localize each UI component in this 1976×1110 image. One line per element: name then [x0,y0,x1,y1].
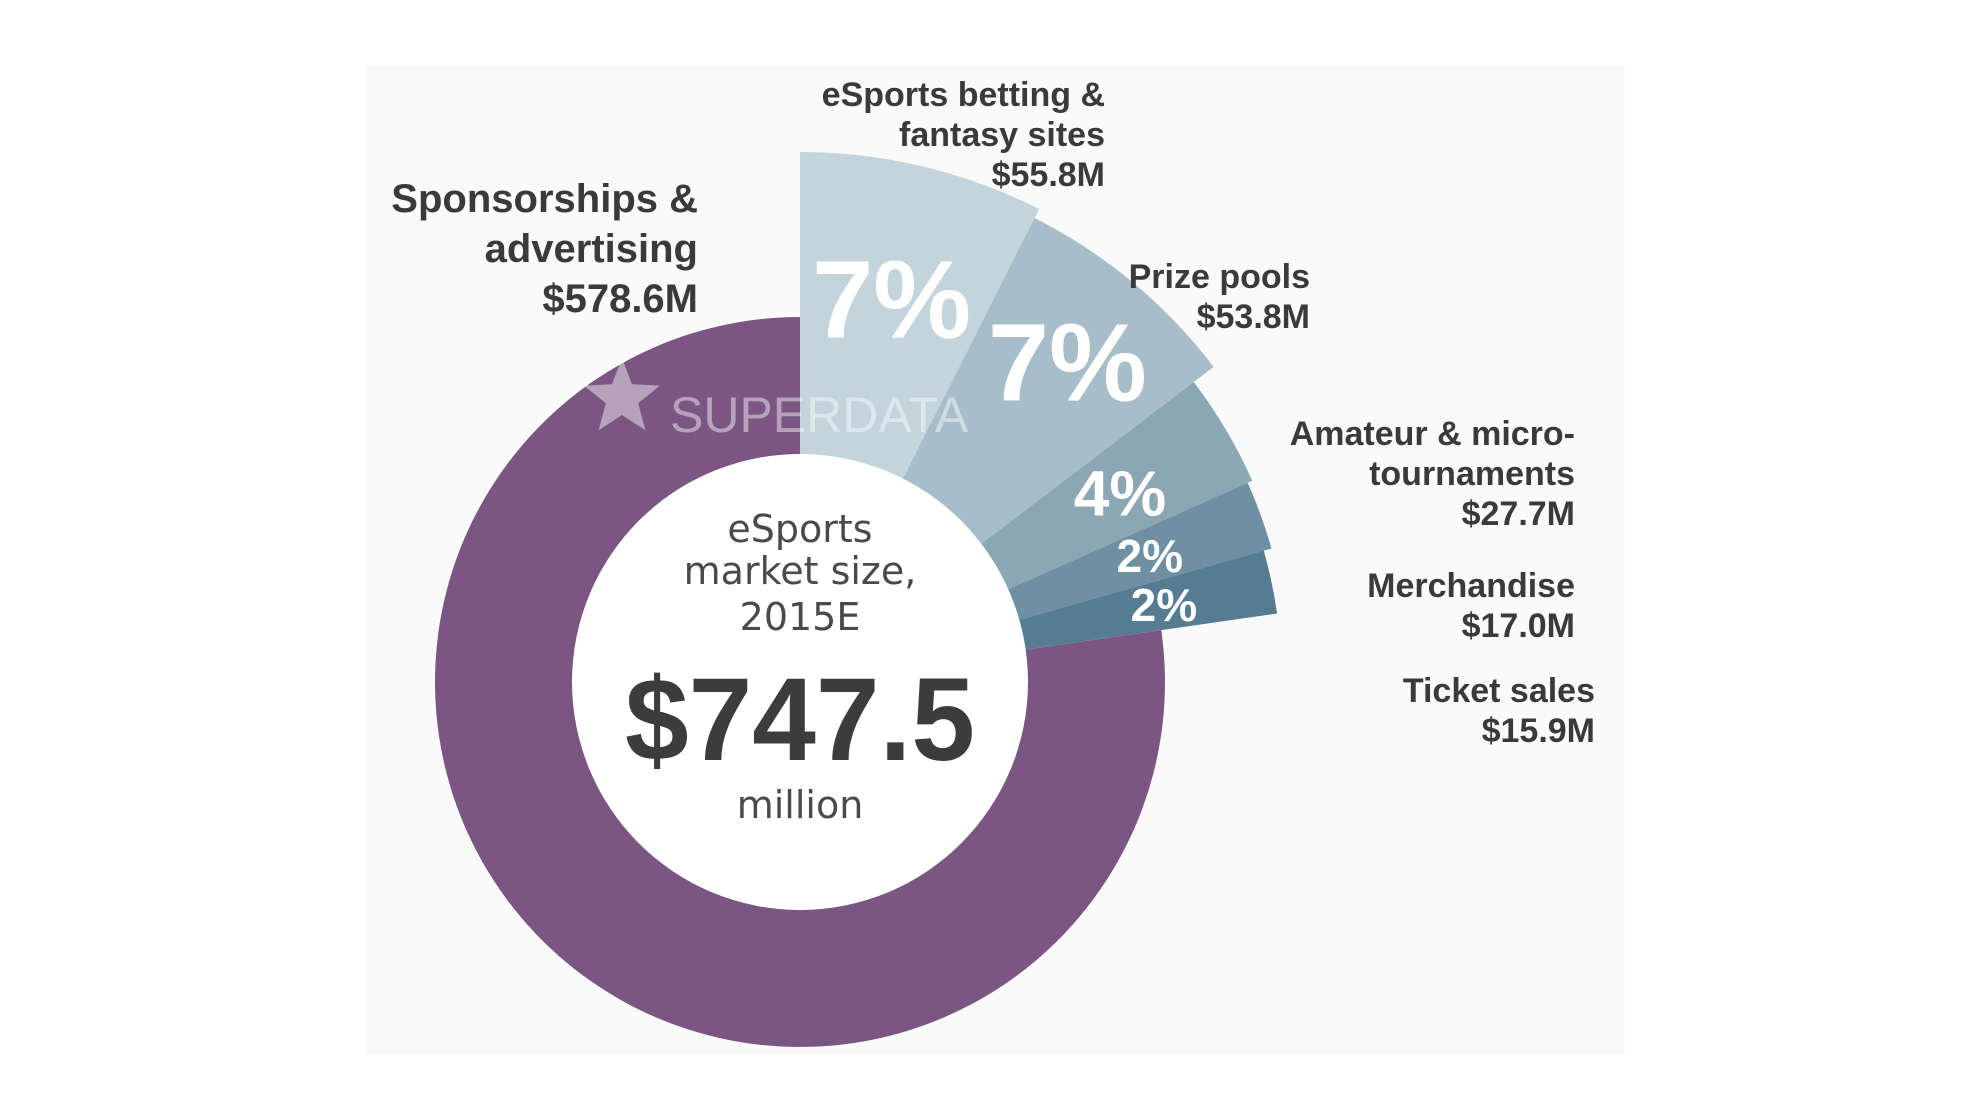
slice-percent-label-6: 2% [1131,579,1197,631]
slice-value-label-6: $15.9M [1482,712,1595,750]
slice-name-label-6: Ticket sales [1403,672,1595,710]
slice-value-label-1: $578.6M [542,277,698,321]
star-icon [584,358,660,431]
center-total-value: $747.5 [625,654,975,786]
slice-labels: Sponsorships & advertising $578.6M 7% eSport… [391,76,1595,750]
center-label: eSports market size, 2015E $747.5 millio… [625,507,975,827]
slice-percent-label-2: 7% [812,238,971,361]
slice-percent-label-3: 7% [988,301,1147,424]
slice-name-label-2: eSports betting & [822,76,1105,114]
slice-value-label-4: $27.7M [1462,495,1575,533]
slice-name-label-4: Amateur & micro- [1290,415,1575,453]
slice-percent-label-5: 2% [1117,530,1183,582]
slice-name-label-3: Prize pools [1129,258,1310,296]
center-title-line-2: market size, [684,549,917,593]
slice-name-label-2: fantasy sites [899,116,1105,154]
slice-name-label-4: tournaments [1369,455,1575,493]
donut-hole [572,454,1028,910]
slice-value-label-3: $53.8M [1197,298,1310,336]
center-title-line-1: eSports [727,507,872,551]
watermark: SUPERDATA [584,358,969,443]
slice-percent-label-4: 4% [1074,457,1167,529]
center-unit: million [737,783,864,827]
slice-name-label-1: advertising [485,227,698,271]
slice-value-label-5: $17.0M [1462,607,1575,645]
slice-name-label-1: Sponsorships & [391,177,698,221]
slice-value-label-2: $55.8M [992,156,1105,194]
center-title-line-3: 2015E [740,595,861,639]
watermark-text: SUPERDATA [670,387,969,443]
slice-name-label-5: Merchandise [1367,567,1575,605]
